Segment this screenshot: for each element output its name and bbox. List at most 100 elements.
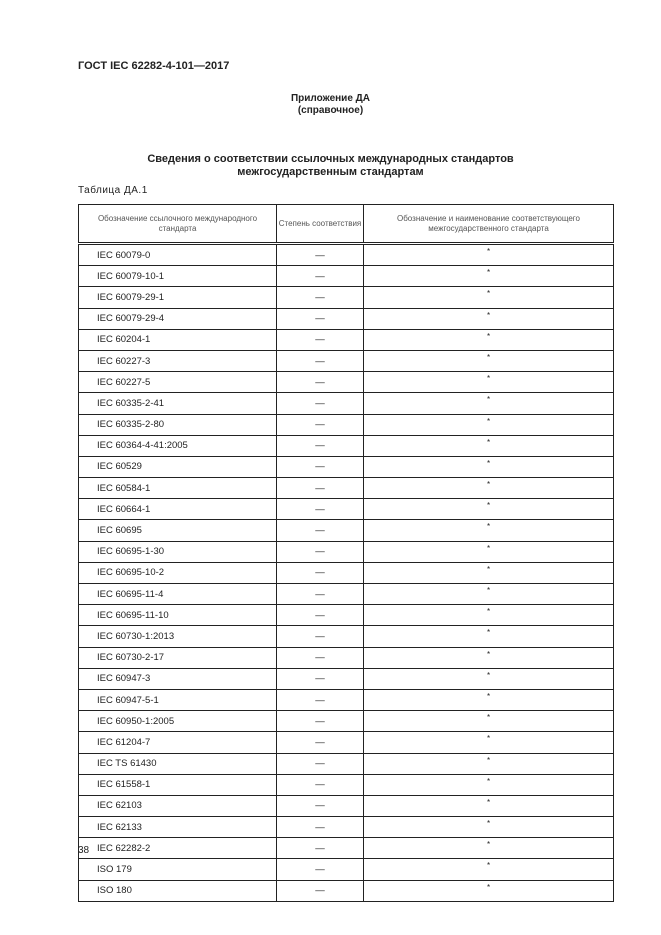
table-label: Таблица ДА.1 xyxy=(78,185,148,196)
intl-standard-cell: IEC 61558-1 xyxy=(78,773,277,796)
table-row: IEC 60695— * xyxy=(78,519,614,542)
degree-cell: — xyxy=(276,688,364,712)
table-row: IEC TS 61430— * xyxy=(78,752,614,775)
interstate-standard-cell: * xyxy=(363,667,614,690)
degree-cell: — xyxy=(276,519,364,542)
degree-cell: — xyxy=(276,413,364,436)
degree-cell: — xyxy=(276,349,364,373)
column-header-degree: Степень соответствия xyxy=(276,204,364,245)
table-row: IEC 60364-4-41:2005— * xyxy=(78,434,614,457)
intl-standard-cell: IEC 60079-0 xyxy=(78,242,277,267)
interstate-standard-cell: * xyxy=(363,794,614,818)
interstate-standard-cell: * xyxy=(363,455,614,479)
table-row: IEC 60227-3— * xyxy=(78,349,614,373)
degree-cell: — xyxy=(276,455,364,479)
intl-standard-cell: IEC 60079-10-1 xyxy=(78,265,277,288)
degree-cell: — xyxy=(276,371,364,394)
degree-cell: — xyxy=(276,498,364,521)
degree-cell: — xyxy=(276,794,364,818)
degree-cell: — xyxy=(276,286,364,309)
interstate-standard-cell: * xyxy=(363,646,614,669)
table-row: ISO 179— * xyxy=(78,858,614,881)
degree-cell: — xyxy=(276,242,364,267)
column-header-intl-standard: Обозначение ссылочного международного ст… xyxy=(78,204,277,245)
interstate-standard-cell: * xyxy=(363,392,614,415)
table-row: IEC 61558-1— * xyxy=(78,773,614,796)
intl-standard-cell: IEC 60730-1:2013 xyxy=(78,625,277,648)
table-row: IEC 60664-1— * xyxy=(78,498,614,521)
interstate-standard-cell: * xyxy=(363,710,614,733)
table-row: IEC 60695-1-30— * xyxy=(78,540,614,563)
table-row: IEC 62133— * xyxy=(78,816,614,839)
degree-cell: — xyxy=(276,582,364,606)
table-row: IEC 60730-1:2013— * xyxy=(78,625,614,648)
table-row: ISO 180— * xyxy=(78,879,614,902)
degree-cell: — xyxy=(276,773,364,796)
degree-cell: — xyxy=(276,710,364,733)
intl-standard-cell: IEC 60664-1 xyxy=(78,498,277,521)
degree-cell: — xyxy=(276,731,364,754)
intl-standard-cell: IEC 60335-2-41 xyxy=(78,392,277,415)
table-row: IEC 60695-11-4— * xyxy=(78,582,614,606)
section-title: Сведения о соответствии ссылочных междун… xyxy=(0,153,661,179)
intl-standard-cell: IEC 60227-5 xyxy=(78,371,277,394)
intl-standard-cell: IEC 60364-4-41:2005 xyxy=(78,434,277,457)
intl-standard-cell: IEC 60947-3 xyxy=(78,667,277,690)
interstate-standard-cell: * xyxy=(363,434,614,457)
table-row: IEC 60695-11-10— * xyxy=(78,604,614,627)
table-row: IEC 60335-2-80— * xyxy=(78,413,614,436)
interstate-standard-cell: * xyxy=(363,371,614,394)
interstate-standard-cell: * xyxy=(363,349,614,373)
interstate-standard-cell: * xyxy=(363,773,614,796)
degree-cell: — xyxy=(276,561,364,585)
annex-subtitle: (справочное) xyxy=(297,105,364,116)
degree-cell: — xyxy=(276,265,364,288)
interstate-standard-cell: * xyxy=(363,519,614,542)
interstate-standard-cell: * xyxy=(363,328,614,351)
degree-cell: — xyxy=(276,604,364,627)
interstate-standard-cell: * xyxy=(363,604,614,627)
degree-cell: — xyxy=(276,858,364,881)
interstate-standard-cell: * xyxy=(363,752,614,775)
standards-table: Обозначение ссылочного международного ст… xyxy=(78,204,614,902)
intl-standard-cell: IEC 60529 xyxy=(78,455,277,479)
intl-standard-cell: IEC 60950-1:2005 xyxy=(78,710,277,733)
degree-cell: — xyxy=(276,879,364,902)
interstate-standard-cell: * xyxy=(363,540,614,563)
table-row: IEC 60947-5-1— * xyxy=(78,688,614,712)
intl-standard-cell: IEC 60695-11-4 xyxy=(78,582,277,606)
page-number: 38 xyxy=(78,845,90,856)
interstate-standard-cell: * xyxy=(363,837,614,860)
interstate-standard-cell: * xyxy=(363,265,614,288)
degree-cell: — xyxy=(276,477,364,500)
interstate-standard-cell: * xyxy=(363,816,614,839)
intl-standard-cell: IEC 60227-3 xyxy=(78,349,277,373)
table-header-row: Обозначение ссылочного международного ст… xyxy=(78,204,614,245)
document-header: ГОСТ IEC 62282-4-101—2017 xyxy=(78,60,230,72)
interstate-standard-cell: * xyxy=(363,242,614,267)
table-row: IEC 60227-5— * xyxy=(78,371,614,394)
table-row: IEC 60950-1:2005— * xyxy=(78,710,614,733)
interstate-standard-cell: * xyxy=(363,879,614,902)
intl-standard-cell: IEC TS 61430 xyxy=(78,752,277,775)
intl-standard-cell: IEC 60335-2-80 xyxy=(78,413,277,436)
intl-standard-cell: IEC 62133 xyxy=(78,816,277,839)
interstate-standard-cell: * xyxy=(363,688,614,712)
intl-standard-cell: IEC 62103 xyxy=(78,794,277,818)
section-title-line2: межгосударственным стандартам xyxy=(237,166,424,178)
intl-standard-cell: IEC 61204-7 xyxy=(78,731,277,754)
interstate-standard-cell: * xyxy=(363,582,614,606)
table-row: IEC 60335-2-41— * xyxy=(78,392,614,415)
interstate-standard-cell: * xyxy=(363,413,614,436)
table-row: IEC 62103— * xyxy=(78,794,614,818)
intl-standard-cell: ISO 180 xyxy=(78,879,277,902)
interstate-standard-cell: * xyxy=(363,731,614,754)
intl-standard-cell: IEC 60079-29-4 xyxy=(78,307,277,330)
table-row: IEC 60730-2-17— * xyxy=(78,646,614,669)
degree-cell: — xyxy=(276,625,364,648)
degree-cell: — xyxy=(276,837,364,860)
table-row: IEC 60079-29-4— * xyxy=(78,307,614,330)
table-row: IEC 60204-1— * xyxy=(78,328,614,351)
intl-standard-cell: IEC 60079-29-1 xyxy=(78,286,277,309)
annex-title: Приложение ДА xyxy=(290,93,371,104)
